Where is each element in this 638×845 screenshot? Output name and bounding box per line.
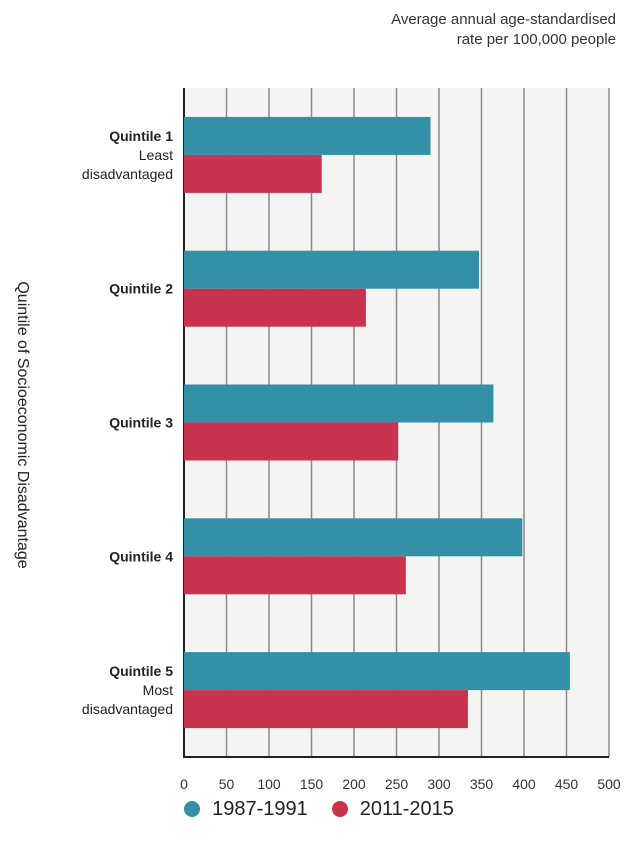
legend-label: 2011-2015 [359,797,454,820]
bar-series-2 [184,288,366,327]
x-tick-label: 0 [180,776,188,792]
category-label: Quintile 4 [109,548,173,564]
bar-series-1 [184,250,479,289]
x-tick-label: 150 [300,776,324,792]
category-sublabel: Most [143,682,173,698]
bar-series-1 [184,116,431,155]
category-sublabel: Least [139,147,173,163]
chart-subtitle-line: rate per 100,000 people [456,31,616,48]
x-tick-label: 50 [219,776,235,792]
bar-series-1 [184,518,523,557]
x-tick-label: 450 [555,776,579,792]
x-tick-label: 400 [512,776,536,792]
category-label: Quintile 5 [109,663,173,679]
legend-label: 1987-1991 [212,797,308,820]
x-tick-label: 100 [257,776,281,792]
category-label: Quintile 2 [109,281,173,297]
x-tick-label: 500 [597,776,621,792]
bar-series-2 [184,556,406,595]
category-label: Quintile 1 [109,128,173,144]
bar-series-1 [184,384,494,423]
bar-series-1 [184,652,570,691]
x-tick-label: 200 [342,776,366,792]
legend-item-series-1: 1987-1991 [184,798,308,821]
legend-marker [331,801,348,817]
chart-subtitle: Average annual age-standardised rate per… [391,10,616,50]
bar-series-2 [184,690,468,729]
category-sublabel: disadvantaged [82,701,173,717]
legend-item-series-2: 2011-2015 [331,797,454,821]
legend-marker [184,801,201,817]
category-label: Quintile 3 [109,415,173,431]
chart-subtitle-line: Average annual age-standardised [391,11,616,28]
bar-series-2 [184,154,322,193]
x-tick-label: 250 [385,776,409,792]
x-tick-label: 350 [470,776,494,792]
bar-series-2 [184,422,399,461]
legend: 1987-1991 2011-2015 [0,793,638,825]
category-sublabel: disadvantaged [82,166,173,182]
x-tick-label: 300 [427,776,451,792]
